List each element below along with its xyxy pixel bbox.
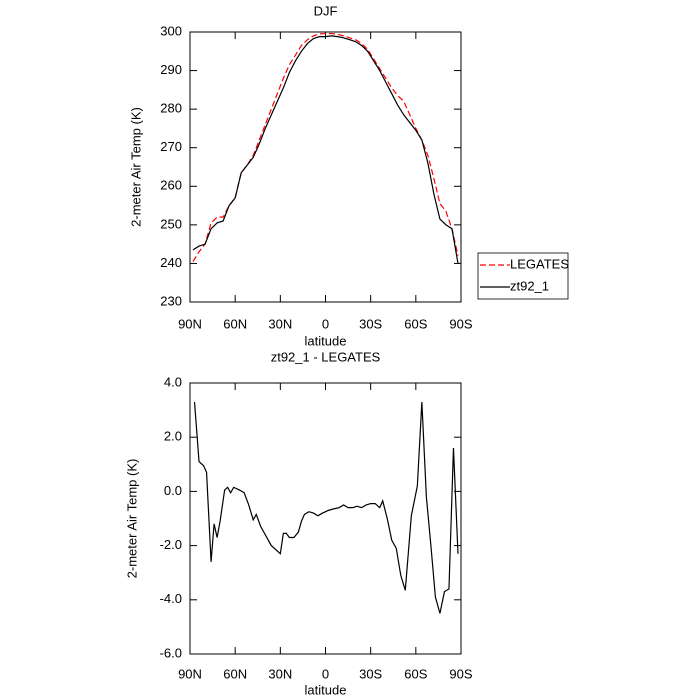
data-line	[192, 35, 459, 264]
x-tick-label: 30N	[268, 316, 292, 331]
y-tick-label: 240	[160, 255, 182, 270]
x-tick-label: 0	[322, 666, 329, 681]
plot-frame	[189, 382, 462, 655]
y-tick-label: 250	[160, 216, 182, 231]
legend-label: LEGATES	[510, 256, 569, 271]
y-axis-label: 2-meter Air Temp (K)	[128, 107, 143, 227]
y-tick-label: 0.0	[164, 483, 182, 498]
plot-frame	[189, 31, 462, 303]
x-tick-label: 30S	[359, 316, 382, 331]
y-tick-label: -6.0	[160, 645, 182, 660]
y-tick-label: -4.0	[160, 591, 182, 606]
x-tick-label: 60S	[404, 316, 427, 331]
x-tick-label: 60N	[223, 316, 247, 331]
y-tick-label: 290	[160, 62, 182, 77]
x-axis-label: latitude	[305, 682, 347, 697]
data-line	[193, 401, 459, 614]
legend-box	[477, 252, 569, 300]
x-tick-label: 90N	[178, 316, 202, 331]
data-line	[192, 32, 459, 262]
x-tick-label: 0	[322, 316, 329, 331]
x-tick-label: 90S	[449, 666, 472, 681]
y-tick-label: 260	[160, 178, 182, 193]
chart-title: DJF	[314, 3, 338, 18]
y-tick-label: 270	[160, 139, 182, 154]
x-tick-label: 90S	[449, 316, 472, 331]
y-tick-label: -2.0	[160, 537, 182, 552]
x-axis-label: latitude	[305, 333, 347, 348]
y-tick-label: 4.0	[164, 374, 182, 389]
x-tick-label: 90N	[178, 666, 202, 681]
y-tick-label: 230	[160, 293, 182, 308]
y-tick-label: 280	[160, 101, 182, 116]
x-tick-label: 30S	[359, 666, 382, 681]
y-tick-label: 300	[160, 23, 182, 38]
y-tick-label: 2.0	[164, 429, 182, 444]
x-tick-label: 60N	[223, 666, 247, 681]
x-tick-label: 30N	[268, 666, 292, 681]
legend-label: zt92_1	[510, 278, 549, 293]
chart-title: zt92_1 - LEGATES	[271, 349, 381, 364]
x-tick-label: 60S	[404, 666, 427, 681]
y-axis-label: 2-meter Air Temp (K)	[124, 459, 139, 579]
